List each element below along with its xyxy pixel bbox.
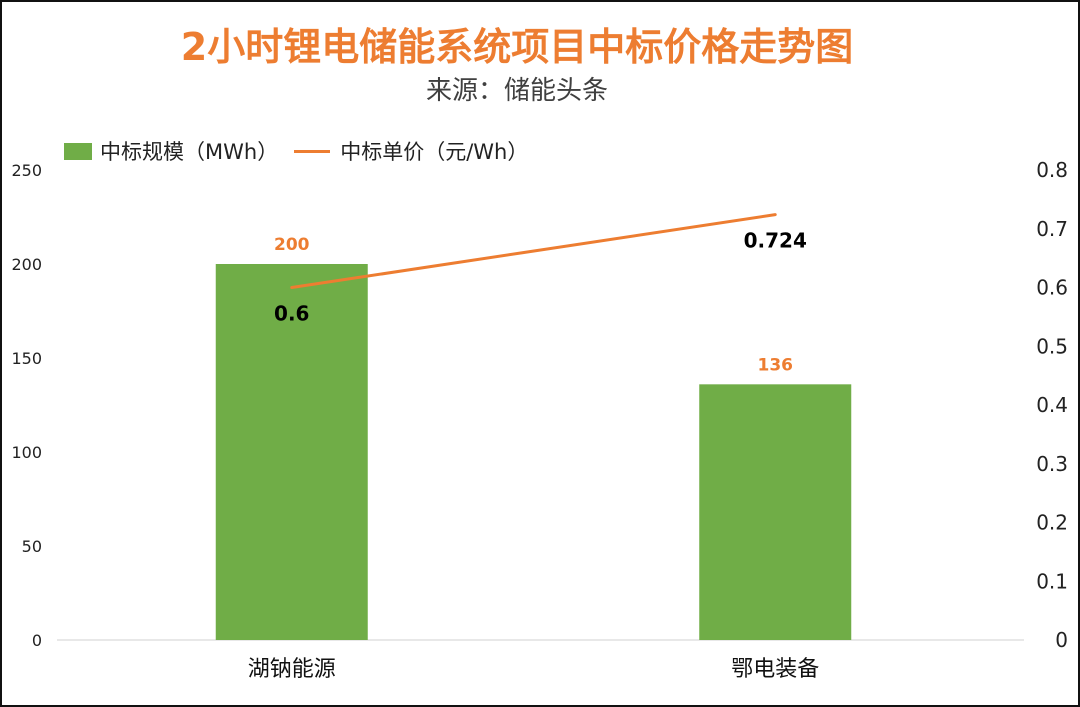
y-right-tick-label: 0.7 — [1036, 217, 1068, 241]
x-tick-label: 湖钠能源 — [248, 657, 336, 682]
legend-item-bar: 中标规模（MWh） — [64, 136, 278, 166]
y-left-tick-label: 200 — [11, 255, 42, 274]
y-right-tick-label: 0.5 — [1036, 334, 1068, 358]
chart-title: 2小时锂电储能系统项目中标价格走势图 — [180, 25, 854, 69]
line-series — [290, 213, 777, 289]
bar-data-label: 136 — [758, 355, 794, 375]
legend-swatch-bar — [64, 142, 92, 160]
y-right-tick-label: 0.2 — [1036, 511, 1068, 535]
bar — [215, 264, 368, 640]
line-data-label: 0.724 — [744, 229, 807, 253]
legend-item-line: 中标单价（元/Wh） — [294, 136, 528, 166]
legend-label-bar: 中标规模（MWh） — [100, 140, 279, 164]
y-right-tick-label: 0 — [1055, 628, 1068, 652]
y-right-tick-label: 0.4 — [1036, 393, 1068, 417]
y-right-tick-label: 0.3 — [1036, 452, 1068, 476]
y-right-tick-label: 0.6 — [1036, 276, 1068, 300]
y-right-tick-label: 0.8 — [1036, 158, 1068, 182]
y-right-tick-label: 0.1 — [1036, 569, 1068, 593]
chart-subtitle: 来源：储能头条 — [425, 76, 608, 106]
legend-label-line: 中标单价（元/Wh） — [340, 140, 529, 164]
bar — [699, 384, 852, 640]
legend-swatch-line — [294, 149, 331, 153]
bar-data-label: 200 — [274, 235, 310, 255]
legend: 中标规模（MWh） 中标单价（元/Wh） — [64, 136, 544, 166]
y-left-tick-label: 100 — [11, 443, 42, 462]
y-left-tick-label: 0 — [32, 631, 42, 650]
y-left-tick-label: 50 — [22, 537, 42, 556]
x-tick-label: 鄂电装备 — [731, 657, 819, 682]
y-left-tick-label: 250 — [11, 161, 42, 180]
line-data-label: 0.6 — [274, 302, 309, 326]
y-left-tick-label: 150 — [11, 349, 42, 368]
